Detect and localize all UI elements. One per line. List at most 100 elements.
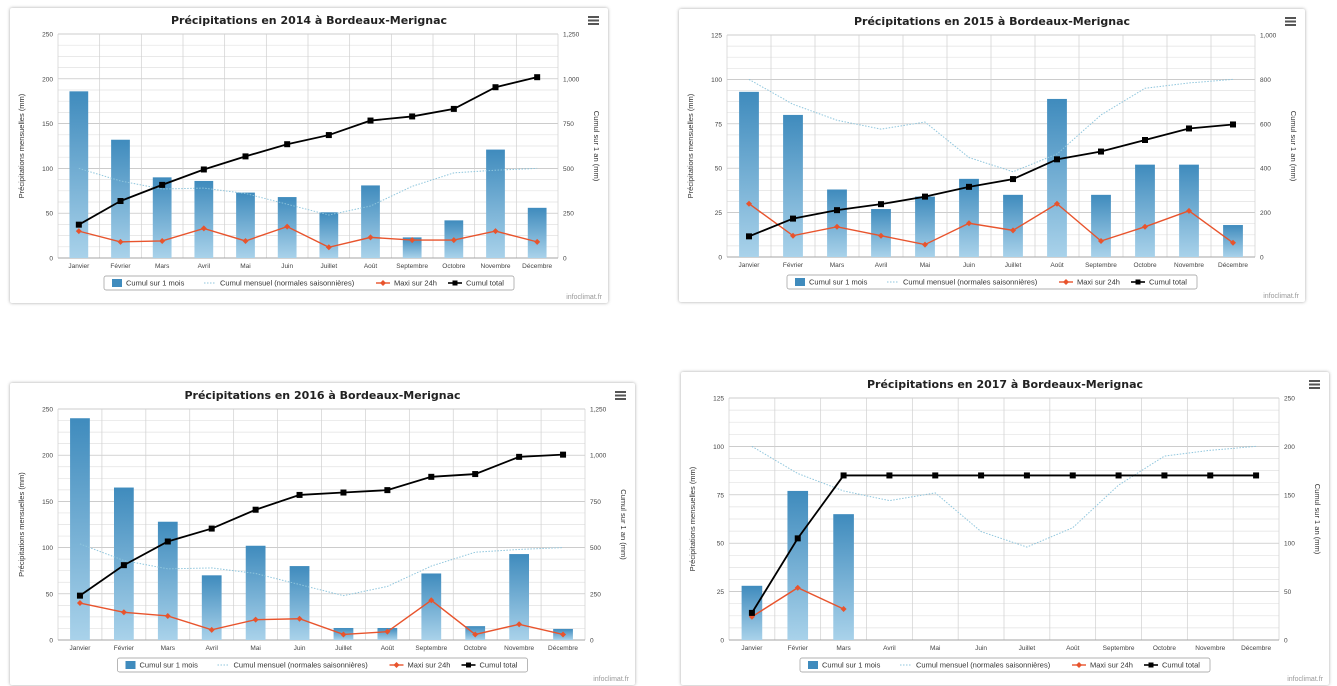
credit-link[interactable]: infoclimat.fr	[1287, 676, 1323, 683]
menu-icon[interactable]	[588, 16, 599, 25]
point-cumul-total[interactable]	[409, 113, 416, 120]
bar-cumul-1-mois[interactable]	[236, 192, 255, 258]
legend-item-cumul-total[interactable]: Cumul total	[1162, 661, 1200, 670]
point-maxi-24h[interactable]	[159, 237, 166, 244]
point-maxi-24h[interactable]	[492, 228, 499, 235]
point-cumul-total[interactable]	[534, 74, 541, 81]
point-cumul-total[interactable]	[790, 215, 796, 222]
legend-item-cumul-total[interactable]: Cumul total	[480, 661, 518, 670]
bar-cumul-1-mois[interactable]	[739, 91, 759, 257]
bar-cumul-1-mois[interactable]	[402, 237, 422, 258]
point-maxi-24h[interactable]	[200, 225, 207, 232]
bar-cumul-1-mois[interactable]	[1003, 194, 1023, 257]
menu-icon[interactable]	[1285, 17, 1296, 26]
bar-cumul-1-mois[interactable]	[361, 185, 380, 258]
point-cumul-total[interactable]	[450, 105, 457, 112]
point-cumul-total[interactable]	[340, 489, 347, 496]
point-cumul-total[interactable]	[978, 472, 985, 479]
point-cumul-total[interactable]	[75, 221, 82, 228]
point-maxi-24h[interactable]	[242, 237, 249, 244]
point-maxi-24h[interactable]	[1142, 223, 1148, 230]
bar-cumul-1-mois[interactable]	[1135, 164, 1155, 257]
legend-item-maxi-24h[interactable]: Maxi sur 24h	[394, 279, 437, 288]
point-cumul-total[interactable]	[886, 472, 893, 479]
point-cumul-total[interactable]	[242, 153, 249, 160]
point-cumul-total[interactable]	[878, 201, 884, 208]
bar-cumul-1-mois[interactable]	[157, 521, 178, 640]
point-cumul-total[interactable]	[1142, 137, 1148, 144]
credit-link[interactable]: infoclimat.fr	[566, 294, 602, 301]
credit-link[interactable]: infoclimat.fr	[1263, 293, 1299, 300]
point-cumul-total[interactable]	[746, 233, 752, 240]
point-maxi-24h[interactable]	[117, 238, 124, 245]
bar-cumul-1-mois[interactable]	[959, 178, 979, 257]
legend-item-normales[interactable]: Cumul mensuel (normales saisonnières)	[903, 278, 1038, 287]
menu-icon[interactable]	[615, 391, 626, 400]
point-cumul-total[interactable]	[840, 472, 847, 479]
point-cumul-total[interactable]	[1230, 121, 1236, 128]
point-cumul-total[interactable]	[1054, 156, 1060, 163]
point-maxi-24h[interactable]	[325, 244, 332, 251]
bar-cumul-1-mois[interactable]	[833, 514, 854, 640]
point-cumul-total[interactable]	[1186, 125, 1192, 132]
point-maxi-24h[interactable]	[284, 223, 291, 230]
legend-item-normales[interactable]: Cumul mensuel (normales saisonnières)	[220, 279, 355, 288]
point-maxi-24h[interactable]	[1098, 238, 1104, 245]
bar-cumul-1-mois[interactable]	[787, 490, 809, 640]
bar-cumul-1-mois[interactable]	[1047, 98, 1067, 257]
menu-icon[interactable]	[1309, 380, 1320, 389]
legend-item-cumul-1-mois[interactable]: Cumul sur 1 mois	[809, 278, 868, 287]
point-cumul-total[interactable]	[296, 491, 303, 498]
bar-cumul-1-mois[interactable]	[827, 189, 847, 257]
point-cumul-total[interactable]	[932, 472, 939, 479]
bar-cumul-1-mois[interactable]	[70, 418, 90, 640]
point-cumul-total[interactable]	[284, 141, 291, 148]
point-cumul-total[interactable]	[1161, 472, 1168, 479]
point-maxi-24h[interactable]	[966, 220, 972, 227]
point-cumul-total[interactable]	[428, 473, 435, 480]
point-maxi-24h[interactable]	[367, 234, 374, 241]
bar-cumul-1-mois[interactable]	[194, 180, 214, 258]
point-cumul-total[interactable]	[560, 451, 567, 458]
point-cumul-total[interactable]	[164, 538, 171, 545]
point-maxi-24h[interactable]	[516, 621, 523, 628]
point-cumul-total[interactable]	[1115, 472, 1122, 479]
point-maxi-24h[interactable]	[922, 241, 928, 248]
point-maxi-24h[interactable]	[534, 238, 541, 245]
legend-item-maxi-24h[interactable]: Maxi sur 24h	[1090, 661, 1133, 670]
point-maxi-24h[interactable]	[75, 228, 82, 235]
point-maxi-24h[interactable]	[794, 584, 801, 591]
point-cumul-total[interactable]	[1098, 148, 1104, 155]
legend-item-maxi-24h[interactable]: Maxi sur 24h	[408, 661, 451, 670]
bar-cumul-1-mois[interactable]	[421, 573, 442, 640]
point-cumul-total[interactable]	[966, 183, 972, 190]
point-cumul-total[interactable]	[76, 592, 83, 599]
point-cumul-total[interactable]	[1253, 472, 1260, 479]
point-maxi-24h[interactable]	[252, 616, 259, 623]
legend-item-cumul-1-mois[interactable]: Cumul sur 1 mois	[140, 661, 199, 670]
bar-cumul-1-mois[interactable]	[915, 196, 935, 257]
bar-cumul-1-mois[interactable]	[289, 566, 310, 640]
bar-cumul-1-mois[interactable]	[319, 212, 339, 258]
legend-item-cumul-total[interactable]: Cumul total	[466, 279, 504, 288]
point-maxi-24h[interactable]	[164, 612, 171, 619]
point-maxi-24h[interactable]	[76, 600, 83, 607]
point-cumul-total[interactable]	[748, 609, 755, 616]
bar-cumul-1-mois[interactable]	[509, 554, 530, 640]
point-maxi-24h[interactable]	[878, 232, 884, 239]
point-cumul-total[interactable]	[384, 487, 391, 494]
point-cumul-total[interactable]	[1207, 472, 1214, 479]
bar-cumul-1-mois[interactable]	[152, 177, 172, 258]
point-cumul-total[interactable]	[834, 207, 840, 214]
bar-cumul-1-mois[interactable]	[245, 545, 266, 640]
point-maxi-24h[interactable]	[472, 631, 479, 638]
point-maxi-24h[interactable]	[450, 237, 457, 244]
point-maxi-24h[interactable]	[790, 232, 796, 239]
point-maxi-24h[interactable]	[746, 200, 752, 207]
credit-link[interactable]: infoclimat.fr	[593, 676, 629, 683]
legend-item-cumul-1-mois[interactable]: Cumul sur 1 mois	[126, 279, 185, 288]
point-cumul-total[interactable]	[492, 84, 499, 91]
point-maxi-24h[interactable]	[409, 237, 416, 244]
legend-item-cumul-total[interactable]: Cumul total	[1149, 278, 1187, 287]
point-cumul-total[interactable]	[794, 535, 801, 542]
